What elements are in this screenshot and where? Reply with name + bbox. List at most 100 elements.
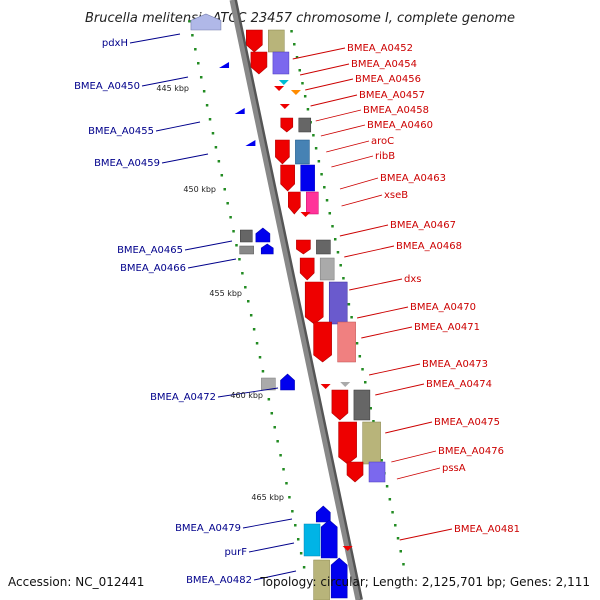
gene-label-reverse: BMEA_A0482 <box>186 575 252 586</box>
gc-dot <box>205 104 209 107</box>
small-cds-arrow <box>245 140 256 146</box>
leader-line-forward <box>341 194 383 207</box>
leader-line-reverse <box>141 76 189 87</box>
gc-dot <box>355 342 359 345</box>
track-block <box>272 51 290 75</box>
gc-dot <box>244 286 247 289</box>
gene-label-reverse: purF <box>224 547 247 558</box>
leader-line-forward <box>396 467 441 480</box>
gc-dot <box>396 537 400 540</box>
gene-label-forward: BMEA_A0468 <box>396 241 462 252</box>
leader-line-forward <box>391 450 437 463</box>
gc-dot <box>252 328 256 331</box>
cds-forward-arrow <box>299 257 315 281</box>
leader-line-forward <box>344 245 395 258</box>
cds-reverse-arrow <box>280 373 295 391</box>
cds-reverse-arrow <box>260 243 274 255</box>
gc-dot <box>282 468 285 471</box>
gene-label-forward: BMEA_A0474 <box>426 379 492 390</box>
leader-line-forward <box>310 94 358 107</box>
cds-forward-arrow <box>304 281 324 325</box>
gc-dot <box>364 381 367 384</box>
map-title: Brucella melitensis ATCC 23457 chromosom… <box>85 11 515 26</box>
gc-dot <box>380 459 383 462</box>
gene-label-forward: BMEA_A0463 <box>380 173 446 184</box>
leader-line-reverse <box>253 570 297 581</box>
leader-line-forward <box>331 155 374 168</box>
gene-label-forward: BMEA_A0452 <box>347 43 413 54</box>
small-cds-cyan <box>278 80 289 85</box>
gc-dot <box>301 82 304 85</box>
gc-dot <box>223 188 226 191</box>
cds-reverse-arrow <box>330 557 348 599</box>
gc-dot <box>293 43 296 46</box>
gene-label-reverse: BMEA_A0472 <box>150 392 216 403</box>
gc-dot <box>385 485 389 488</box>
track-block <box>261 377 276 391</box>
gene-label-forward: BMEA_A0457 <box>359 90 425 101</box>
gc-dot <box>339 264 342 267</box>
track-block <box>313 559 330 600</box>
gc-dot <box>258 356 262 359</box>
leader-line-reverse <box>217 387 279 398</box>
leader-line-reverse <box>242 518 293 529</box>
accession-text: Accession: NC_012441 <box>8 575 144 589</box>
leader-line-forward <box>305 78 354 91</box>
gene-label-forward: ribB <box>375 151 395 162</box>
gc-dot <box>331 225 334 228</box>
cds-reverse-arrow <box>320 519 338 559</box>
gc-dot <box>342 277 345 280</box>
scale-label: 455 kbp <box>209 289 242 298</box>
track-block <box>295 139 310 165</box>
gc-dot <box>302 566 306 569</box>
gc-dot <box>394 524 397 527</box>
gc-dot <box>214 146 218 149</box>
gc-dot <box>295 56 299 59</box>
leader-line-forward <box>339 224 389 237</box>
gc-dot <box>402 563 405 566</box>
gc-dot <box>229 216 232 219</box>
gc-dot <box>388 498 392 501</box>
gc-dot <box>361 368 364 371</box>
gc-dot <box>285 482 288 485</box>
gene-label-forward: BMEA_A0467 <box>390 220 456 231</box>
cds-reverse-arrow <box>315 505 331 523</box>
leader-line-forward <box>326 140 370 153</box>
gc-dot <box>288 496 291 499</box>
gene-label-forward: BMEA_A0454 <box>351 59 417 70</box>
gc-dot <box>290 30 293 33</box>
gc-dot <box>235 244 238 247</box>
gc-dot <box>270 412 274 415</box>
track-block <box>239 245 254 255</box>
gc-dot <box>247 300 250 303</box>
gc-dot <box>325 199 329 202</box>
gene-label-forward: pssA <box>442 463 466 474</box>
track-block <box>319 257 335 281</box>
backbone-line <box>229 0 361 600</box>
small-cds-arrow <box>342 546 353 551</box>
gene-label-reverse: BMEA_A0465 <box>117 245 183 256</box>
gene-label-forward: BMEA_A0471 <box>414 322 480 333</box>
scale-label: 465 kbp <box>251 493 284 502</box>
track-block <box>337 321 356 363</box>
gc-dot <box>273 426 276 429</box>
track-block <box>303 523 321 557</box>
gc-dot <box>336 251 340 254</box>
small-cds-arrow <box>282 126 293 131</box>
gene-label-reverse: BMEA_A0450 <box>74 81 140 92</box>
genome-summary-text: Topology: circular; Length: 2,125,701 bp… <box>259 575 590 589</box>
gc-dot <box>255 342 259 345</box>
small-cds-orange <box>290 90 301 95</box>
gc-dot <box>226 202 229 205</box>
gene-label-forward: BMEA_A0470 <box>410 302 476 313</box>
cds-forward-arrow <box>313 321 332 363</box>
gene-label-reverse: BMEA_A0466 <box>120 263 186 274</box>
gc-dot <box>197 62 200 65</box>
gc-dot <box>217 160 221 163</box>
gc-dot <box>333 238 337 241</box>
cds-forward-arrow <box>275 139 290 165</box>
gc-dot <box>328 212 332 215</box>
gc-dot <box>296 538 300 541</box>
gc-dot <box>317 160 321 163</box>
small-cds-arrow <box>274 86 285 91</box>
